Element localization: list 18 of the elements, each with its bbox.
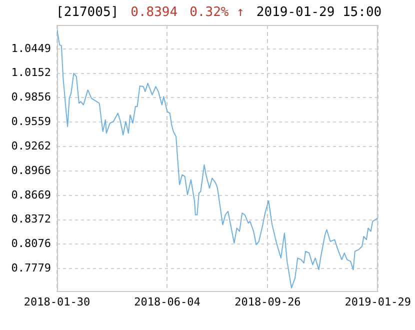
y-tick-label: 0.8966	[11, 164, 51, 177]
text: 0.8394	[130, 5, 178, 20]
chart-title: [217005]	[56, 5, 119, 20]
x-tick-label: 2018-06-04	[134, 295, 201, 308]
y-tick-label: 0.9856	[11, 90, 51, 104]
y-tick-label: 0.8076	[11, 237, 51, 250]
x-tick-label: 2018-01-30	[24, 295, 90, 308]
text: 0.32% ↑	[190, 5, 244, 20]
x-tick-label: 2018-09-26	[234, 295, 301, 308]
x-tick-label: 2019-01-29	[344, 295, 412, 308]
y-tick-label: 1.0152	[11, 66, 51, 80]
y-tick-label: 0.9262	[11, 139, 51, 152]
y-tick-label: 0.7779	[11, 261, 51, 274]
y-tick-label: 0.8669	[11, 188, 51, 202]
y-tick-label: 0.9559	[11, 115, 51, 128]
y-tick-label: 0.8372	[11, 212, 51, 226]
y-tick-label: 1.0449	[11, 42, 51, 55]
text: 2019-01-29 15:00	[256, 5, 382, 20]
